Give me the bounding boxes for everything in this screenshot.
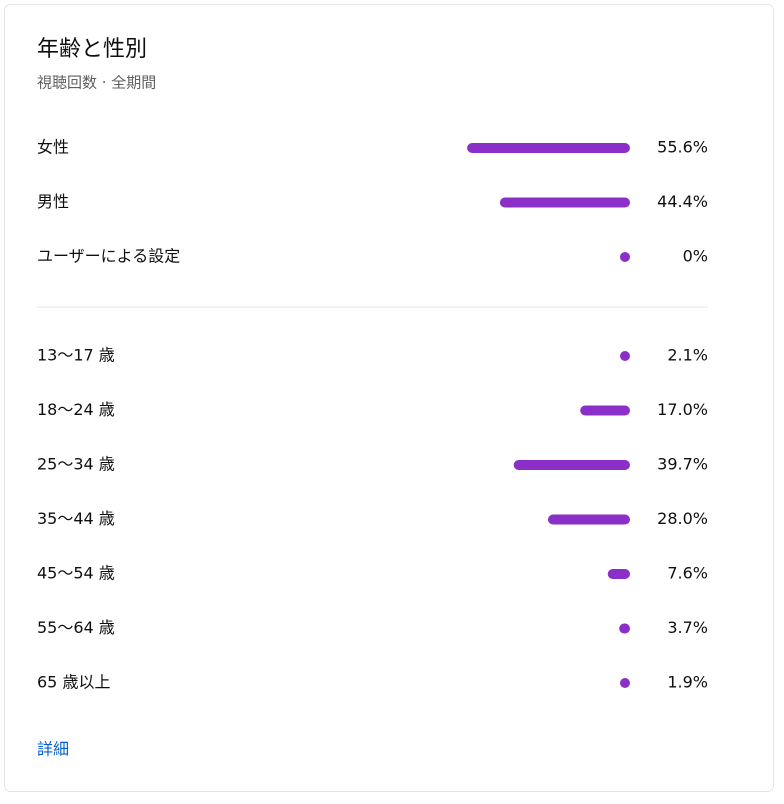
value-label: 2.1% [667, 346, 708, 365]
row-label: 男性 [37, 192, 69, 211]
value-label: 7.6% [667, 564, 708, 583]
details-link[interactable]: 詳細 [37, 740, 69, 759]
value-label: 1.9% [667, 673, 708, 692]
bar [467, 143, 630, 153]
value-label: 44.4% [657, 192, 708, 211]
bar [499, 197, 630, 208]
row-label: 35～44 歳 [37, 509, 115, 528]
bar [513, 460, 630, 470]
row-label: 18～24 歳 [37, 400, 115, 419]
title: 年齢と性別 [37, 37, 147, 62]
row-label: ユーザーによる設定 [37, 247, 180, 266]
value-label: 0% [683, 247, 708, 266]
value-label: 28.0% [657, 509, 708, 528]
row-label: 25～34 歳 [37, 455, 115, 474]
value-label: 3.7% [667, 618, 708, 637]
row-label: 女性 [37, 138, 69, 157]
value-label: 17.0% [657, 400, 708, 419]
value-label: 55.6% [657, 138, 708, 157]
row-label: 65 歳以上 [37, 673, 110, 692]
row-label: 45～54 歳 [37, 564, 115, 583]
subtitle: 視聴回数 · 全期間 [37, 74, 156, 92]
bar [619, 623, 630, 634]
bar [607, 569, 630, 579]
bar [620, 252, 630, 262]
row-label: 55～64 歳 [37, 618, 115, 637]
bar [547, 514, 630, 525]
bar [620, 678, 630, 688]
value-label: 39.7% [657, 455, 708, 474]
bar [620, 351, 630, 361]
bar [580, 405, 630, 416]
row-label: 13～17 歳 [37, 346, 115, 365]
card-frame [4, 4, 774, 792]
